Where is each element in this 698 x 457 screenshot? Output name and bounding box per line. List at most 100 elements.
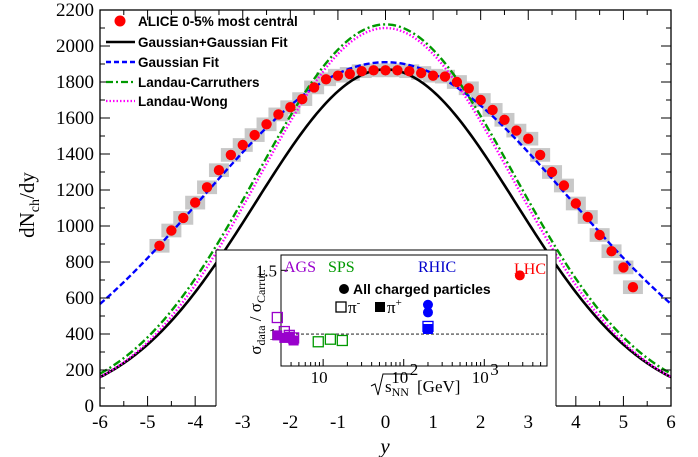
inset-point xyxy=(422,324,433,334)
data-points xyxy=(154,65,639,293)
x-tick-label: 0 xyxy=(381,412,391,433)
inset-y-sub-1: data xyxy=(254,325,268,346)
data-point xyxy=(368,65,379,76)
inset-x-title-unit: [GeV] xyxy=(417,377,460,396)
legend-label-gauss: Gaussian Fit xyxy=(138,55,220,70)
inset-point xyxy=(422,299,433,310)
data-point xyxy=(154,240,165,251)
data-point xyxy=(201,182,213,193)
inset-legend-pim: π- xyxy=(348,297,361,317)
data-point xyxy=(415,67,427,79)
data-point xyxy=(308,82,320,93)
x-tick-label: -2 xyxy=(282,412,298,433)
inset-x-tick-label: 10 xyxy=(472,368,489,387)
y-tick-label: 1400 xyxy=(56,144,94,165)
inset-point xyxy=(312,336,324,348)
inset-legend-pip: π+ xyxy=(387,297,402,317)
inset-legend-marker-pim xyxy=(335,301,347,313)
inset-point xyxy=(272,330,283,341)
inset-point xyxy=(422,307,433,318)
data-point xyxy=(523,133,534,144)
data-point xyxy=(249,129,260,141)
data-point xyxy=(463,83,474,94)
legend-label-alice: ALICE 0-5% most central xyxy=(138,14,298,29)
y-tick-label: 2200 xyxy=(56,0,94,21)
inset-legend-charged: All charged particles xyxy=(353,281,491,297)
data-point xyxy=(166,225,177,236)
y-tick-label: 800 xyxy=(66,252,95,273)
inset-label-sps: SPS xyxy=(328,259,355,276)
fit-curve-2 xyxy=(99,23,672,375)
inset-x-tick-label: 10 xyxy=(311,368,328,387)
x-tick-label: 2 xyxy=(476,412,486,433)
inset-point xyxy=(324,333,337,345)
x-tick-label: -3 xyxy=(235,412,251,433)
inset-label-ags: AGS xyxy=(284,259,316,276)
data-point xyxy=(225,149,237,161)
data-point xyxy=(451,76,463,88)
inset-point xyxy=(288,335,299,346)
inset-point xyxy=(271,311,283,324)
inset-legend-pim-symbol: π xyxy=(348,298,357,317)
data-point xyxy=(534,149,546,161)
inset-legend-pip-sup: + xyxy=(396,297,402,309)
inset-x-title-s: s xyxy=(385,377,392,396)
x-tick-label: -4 xyxy=(187,412,203,433)
y-axis-title-sub: ch xyxy=(28,199,43,212)
data-point xyxy=(627,282,639,293)
inset-x-tick-exp: 3 xyxy=(490,360,499,379)
y-tick-label: 1600 xyxy=(56,108,94,129)
data-point xyxy=(475,94,486,106)
data-point xyxy=(606,246,617,257)
data-point xyxy=(189,197,201,208)
data-point xyxy=(594,229,605,241)
data-point xyxy=(178,212,189,224)
legend-label-lc: Landau-Carruthers xyxy=(138,75,260,90)
inset-background xyxy=(216,250,556,410)
x-tick-label: -6 xyxy=(92,412,108,433)
data-point xyxy=(332,70,344,81)
x-tick-label: 6 xyxy=(666,412,676,433)
inset-point xyxy=(336,334,348,347)
data-point xyxy=(487,104,498,116)
inset-legend-pip-symbol: π xyxy=(387,298,396,317)
data-point xyxy=(392,65,403,76)
inset-x-axis-title: sNN [GeV] xyxy=(370,373,460,399)
inset: 1010210311.5 AGS SPS RHIC LHC All charge… xyxy=(215,249,557,410)
inset-legend-pim-sup: - xyxy=(357,297,361,309)
legend-marker-alice xyxy=(114,15,126,27)
x-tick-label: -1 xyxy=(330,412,346,433)
data-point xyxy=(237,139,248,151)
inset-y-sigma-2: σ xyxy=(246,303,265,312)
inset-y-sigma-1: σ xyxy=(246,345,265,354)
data-point xyxy=(558,180,570,191)
inset-y-axis-title: σdata / σCarrut. xyxy=(246,269,268,354)
data-point xyxy=(344,68,356,80)
legend: ALICE 0-5% most central Gaussian+Gaussia… xyxy=(106,14,298,109)
inset-sqrt-sign xyxy=(370,373,412,396)
data-point xyxy=(427,70,439,81)
y-tick-label: 2000 xyxy=(56,36,94,57)
y-tick-label: 1200 xyxy=(56,180,94,201)
fit-curve-3 xyxy=(99,26,672,378)
legend-label-gg: Gaussian+Gaussian Fit xyxy=(138,35,288,50)
inset-label-rhic: RHIC xyxy=(418,259,456,276)
y-tick-label: 400 xyxy=(66,324,95,345)
x-tick-label: 3 xyxy=(524,412,534,433)
data-point xyxy=(404,66,415,77)
x-tick-label: 1 xyxy=(428,412,438,433)
inset-x-tick-label: 10 xyxy=(391,368,408,387)
inset-legend-marker-pip xyxy=(375,302,385,312)
data-point xyxy=(356,66,367,77)
y-tick-label: 1800 xyxy=(56,72,94,93)
data-point xyxy=(439,71,451,82)
x-tick-label: 5 xyxy=(619,412,629,433)
y-axis-title-main: dN xyxy=(15,212,39,238)
x-axis-title: y xyxy=(378,434,390,457)
inset-y-sub-2: Carrut. xyxy=(254,269,268,303)
y-tick-label: 1000 xyxy=(56,216,94,237)
legend-label-lw: Landau-Wong xyxy=(138,94,228,109)
x-tick-label: 4 xyxy=(571,412,581,433)
y-tick-label: 200 xyxy=(66,360,95,381)
